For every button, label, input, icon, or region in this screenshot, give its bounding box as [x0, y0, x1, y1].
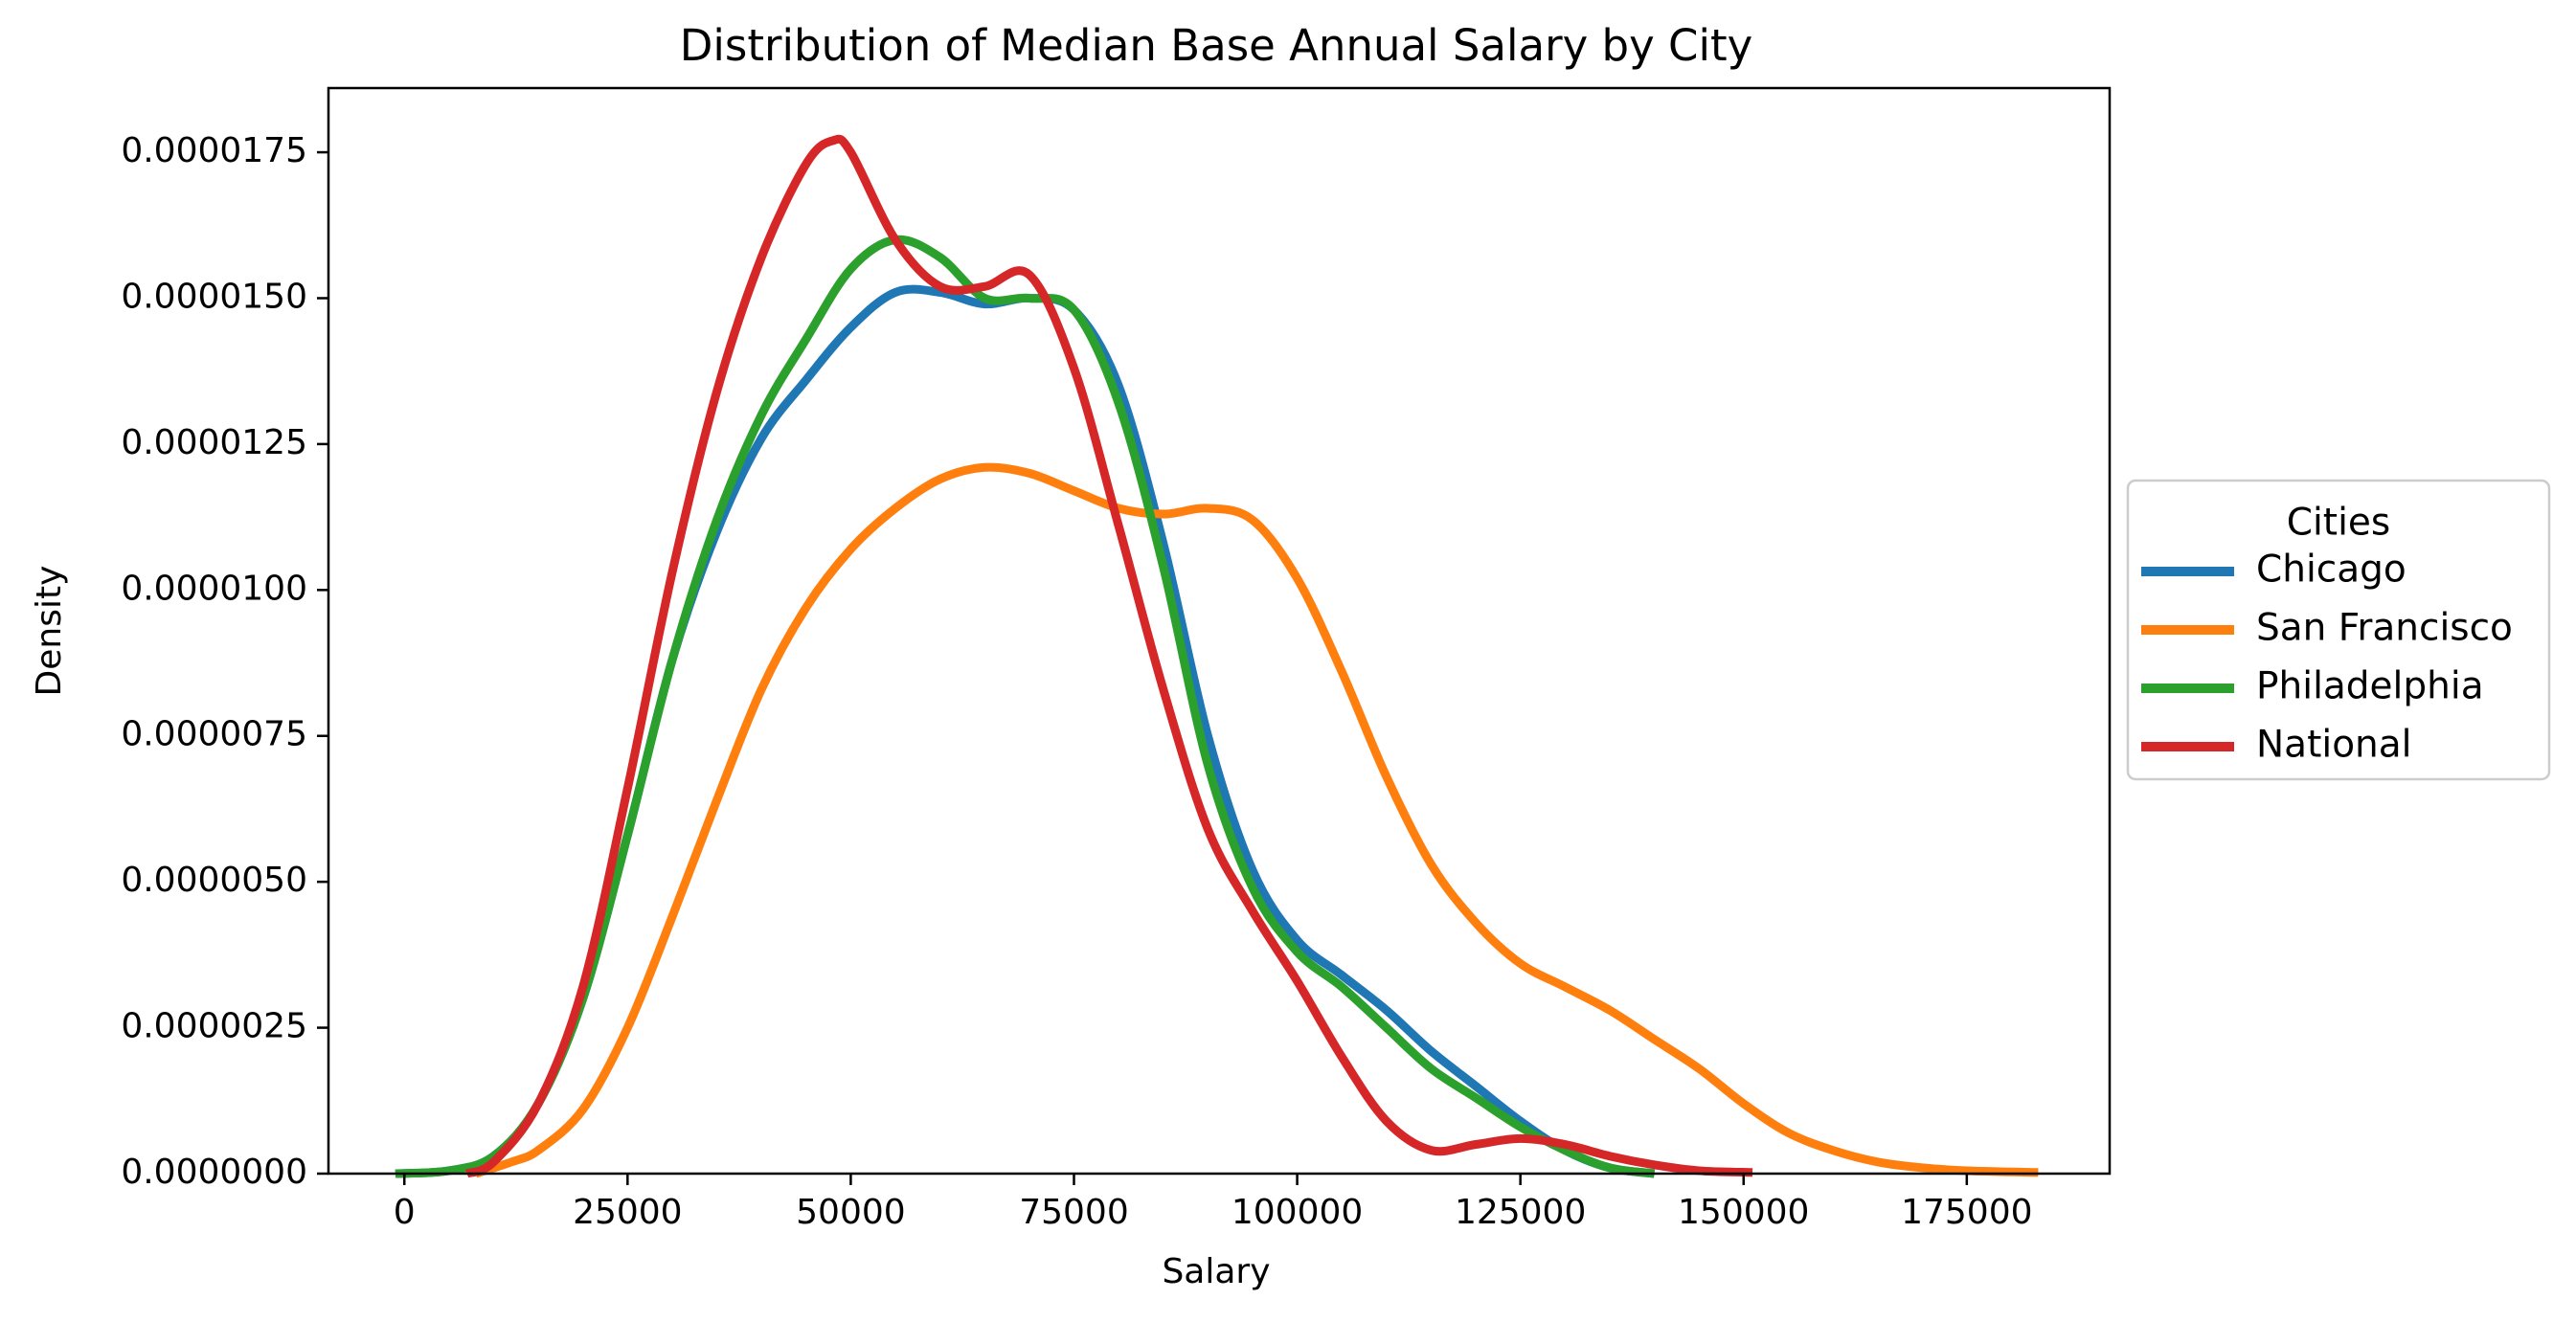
- y-tick-label: 0.0000025: [121, 1007, 307, 1046]
- x-tick-label: 50000: [796, 1193, 906, 1232]
- legend: Cities Chicago San Francisco Philadelphia N…: [2126, 479, 2551, 781]
- y-tick-label: 0.0000000: [121, 1153, 307, 1192]
- x-tick-label: 100000: [1232, 1193, 1363, 1232]
- series-line-philadelphia: [395, 235, 1656, 1178]
- x-tick-label: 25000: [573, 1193, 683, 1232]
- x-tick-label: 125000: [1455, 1193, 1586, 1232]
- legend-label-san-francisco: San Francisco: [2256, 607, 2513, 650]
- y-tick-label: 0.0000075: [121, 715, 307, 754]
- legend-label-national: National: [2256, 724, 2412, 767]
- y-tick-label: 0.0000100: [121, 569, 307, 608]
- x-tick-label: 175000: [1901, 1193, 2032, 1232]
- x-tick-label: 0: [394, 1193, 416, 1232]
- y-tick-label: 0.0000175: [121, 131, 307, 170]
- legend-entries: Chicago San Francisco Philadelphia National: [2141, 549, 2513, 767]
- y-tick-label: 0.0000125: [121, 423, 307, 462]
- y-axis: 0.0000000 0.0000025 0.0000050 0.0000075 0.00…: [121, 131, 328, 1192]
- legend-label-chicago: Chicago: [2256, 549, 2407, 592]
- legend-title: Cities: [2287, 502, 2391, 545]
- y-axis-label: Density: [30, 566, 69, 697]
- chart-title: Distribution of Median Base Annual Salar…: [680, 20, 1752, 71]
- series-group: [395, 134, 2039, 1178]
- series-line-national: [464, 134, 1753, 1178]
- x-axis: 0 25000 50000 75000 100000 125000 150000 175000: [394, 1174, 2033, 1232]
- legend-box: [2126, 479, 2551, 781]
- x-tick-label: 150000: [1678, 1193, 1809, 1232]
- legend-label-philadelphia: Philadelphia: [2256, 665, 2484, 708]
- x-tick-label: 75000: [1019, 1193, 1129, 1232]
- plot-area-frame: [327, 86, 2112, 1176]
- x-axis-label: Salary: [1162, 1252, 1270, 1291]
- series-line-san-francisco: [474, 462, 2039, 1178]
- y-tick-label: 0.0000050: [121, 861, 307, 900]
- y-tick-label: 0.0000150: [121, 277, 307, 316]
